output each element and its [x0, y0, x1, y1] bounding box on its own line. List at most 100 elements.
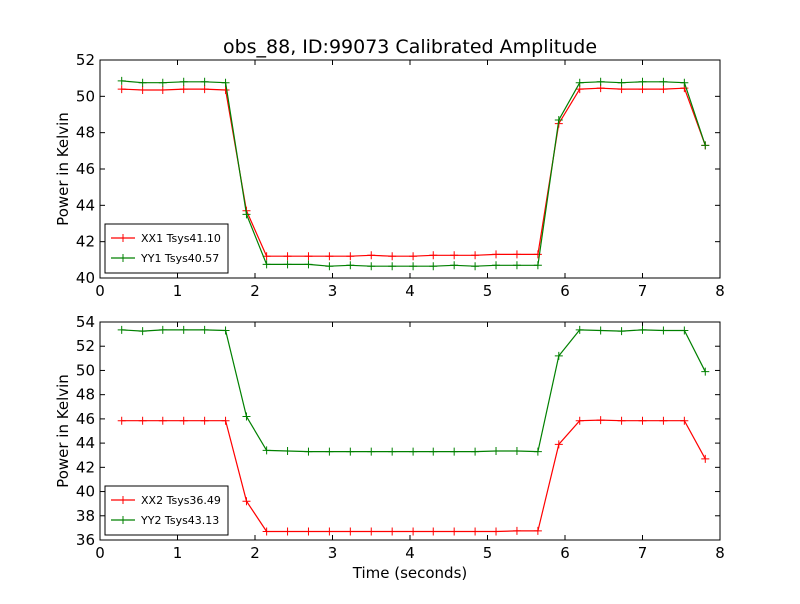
- x-tick-label: 4: [405, 544, 415, 562]
- subplot-2: 0 1 2 3 4 5 6 7 8 36 38 40 42 44 46 48 50 52 54 Power in Ke…: [54, 313, 725, 562]
- y-axis-label: Power in Kelvin: [54, 112, 72, 226]
- data-point: [179, 77, 188, 86]
- data-point: [117, 325, 126, 334]
- data-point: [701, 141, 710, 150]
- data-point: [262, 527, 271, 536]
- data-point: [138, 78, 147, 87]
- data-point: [554, 351, 563, 360]
- data-point: [138, 416, 147, 425]
- data-point: [221, 326, 230, 335]
- data-point: [471, 251, 480, 260]
- x-tick-label: 0: [95, 282, 105, 300]
- data-point: [304, 527, 313, 536]
- data-point: [346, 447, 355, 456]
- data-point: [617, 78, 626, 87]
- data-point: [158, 85, 167, 94]
- data-point: [450, 447, 459, 456]
- data-point: [554, 115, 563, 124]
- data-point: [554, 440, 563, 449]
- data-point: [346, 261, 355, 270]
- data-point: [575, 416, 584, 425]
- data-point: [325, 262, 334, 271]
- x-tick-label: 1: [173, 282, 183, 300]
- data-point: [221, 78, 230, 87]
- subplot-1: 0 1 2 3 4 5 6 7 8 40 42 44 46 48 50 52 Power in Kelvin XX…: [54, 51, 725, 300]
- data-point: [367, 251, 376, 260]
- data-point: [638, 77, 647, 86]
- data-point: [450, 527, 459, 536]
- data-point: [388, 252, 397, 261]
- data-point: [638, 416, 647, 425]
- data-point: [471, 262, 480, 271]
- x-tick-label: 8: [715, 282, 725, 300]
- data-point: [283, 446, 292, 455]
- legend: XX2 Tsys36.49 YY2 Tsys43.13: [104, 485, 229, 536]
- data-point: [533, 250, 542, 259]
- data-point: [701, 367, 710, 376]
- data-point: [429, 447, 438, 456]
- data-point: [492, 527, 501, 536]
- data-point: [346, 252, 355, 261]
- x-tick-label: 2: [250, 544, 260, 562]
- y-tick-label: 44: [76, 196, 95, 214]
- data-point: [179, 325, 188, 334]
- data-point: [471, 527, 480, 536]
- y-tick-label: 40: [76, 269, 95, 287]
- data-point: [512, 526, 521, 535]
- data-point: [512, 261, 521, 270]
- data-point: [596, 416, 605, 425]
- data-point: [117, 416, 126, 425]
- data-point: [242, 210, 251, 219]
- data-point: [638, 325, 647, 334]
- data-point: [512, 250, 521, 259]
- data-point: [492, 261, 501, 270]
- data-point: [533, 526, 542, 535]
- data-point: [158, 78, 167, 87]
- legend: XX1 Tsys41.10 YY1 Tsys40.57: [104, 223, 229, 274]
- data-point: [409, 447, 418, 456]
- data-point: [221, 416, 230, 425]
- data-point: [575, 78, 584, 87]
- data-point: [367, 527, 376, 536]
- data-point: [512, 446, 521, 455]
- data-point: [283, 527, 292, 536]
- legend-marker: [119, 516, 127, 524]
- x-tick-label: 3: [328, 544, 338, 562]
- data-point: [304, 447, 313, 456]
- data-point: [304, 252, 313, 261]
- y-tick-label: 46: [76, 160, 95, 178]
- x-tick-label: 1: [173, 544, 183, 562]
- x-tick-label: 4: [405, 282, 415, 300]
- data-point: [367, 447, 376, 456]
- data-point: [575, 325, 584, 334]
- data-point: [262, 252, 271, 261]
- y-tick-label: 48: [76, 124, 95, 142]
- y-axis-label: Power in Kelvin: [54, 374, 72, 488]
- data-point: [325, 527, 334, 536]
- x-tick-label: 6: [560, 544, 570, 562]
- y-tick-label: 42: [76, 458, 95, 476]
- data-point: [158, 416, 167, 425]
- x-axis-label: Time (seconds): [352, 564, 468, 582]
- data-point: [429, 251, 438, 260]
- data-point: [346, 527, 355, 536]
- data-point: [450, 251, 459, 260]
- data-point: [262, 446, 271, 455]
- data-point: [304, 260, 313, 269]
- data-point: [138, 327, 147, 336]
- legend-box: [104, 485, 229, 536]
- data-point: [450, 261, 459, 270]
- y-tick-label: 40: [76, 483, 95, 501]
- data-point: [429, 527, 438, 536]
- data-point: [492, 250, 501, 259]
- x-tick-label: 7: [638, 282, 648, 300]
- y-tick-label: 48: [76, 386, 95, 404]
- legend-label: XX1 Tsys41.10: [141, 232, 221, 245]
- data-point: [492, 446, 501, 455]
- data-point: [617, 327, 626, 336]
- data-point: [659, 416, 668, 425]
- legend-marker: [119, 254, 127, 262]
- data-point: [533, 261, 542, 270]
- data-point: [179, 85, 188, 94]
